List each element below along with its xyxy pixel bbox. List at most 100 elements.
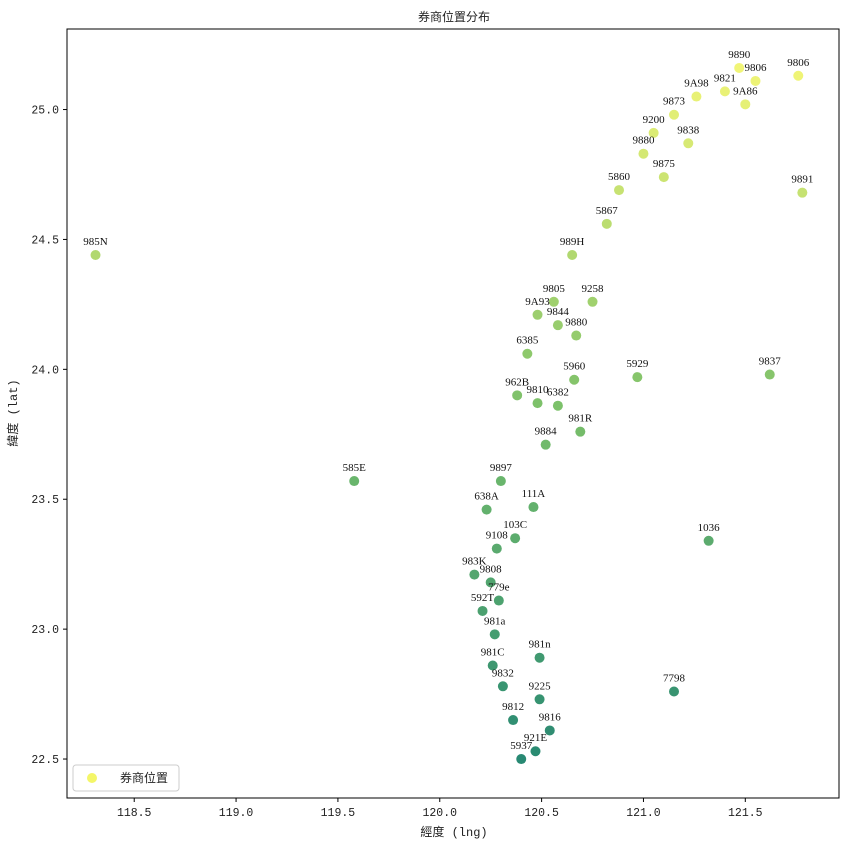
- data-point: [495, 476, 506, 487]
- point-label: 1036: [698, 522, 721, 534]
- data-point: [489, 629, 500, 640]
- data-point: [632, 372, 643, 383]
- data-point: [797, 187, 808, 198]
- point-label: 9812: [502, 701, 524, 713]
- point-label: 9837: [759, 356, 782, 368]
- point-label: 981a: [484, 615, 506, 627]
- data-point: [575, 426, 586, 437]
- data-point: [719, 86, 730, 97]
- point-label: 9A93: [525, 296, 550, 308]
- legend-label: 券商位置: [120, 770, 168, 786]
- point-label: 9897: [490, 462, 513, 474]
- x-tick-label: 121.5: [728, 807, 763, 820]
- x-tick-label: 121.0: [626, 807, 661, 820]
- point-label: 9805: [543, 283, 566, 295]
- y-tick-label: 25.0: [31, 105, 59, 118]
- point-label: 5929: [626, 358, 649, 370]
- point-label: 5960: [563, 361, 586, 373]
- point-label: 962B: [505, 376, 529, 388]
- data-point: [485, 577, 496, 588]
- y-tick-label: 22.5: [31, 754, 59, 767]
- data-point: [510, 533, 521, 544]
- data-point: [669, 686, 680, 697]
- point-label: 103C: [503, 519, 527, 531]
- point-label: 638A: [474, 491, 499, 503]
- y-axis-ticks: 22.5 23.0 23.5 24.0 24.5 25.0: [31, 105, 67, 767]
- point-label: 9821: [714, 72, 736, 84]
- point-label: 9884: [535, 426, 558, 438]
- data-point: [601, 218, 612, 229]
- point-label: 989H: [560, 236, 585, 248]
- data-point: [587, 296, 598, 307]
- data-point: [481, 504, 492, 515]
- data-point: [648, 127, 659, 138]
- data-point: [487, 660, 498, 671]
- point-label: 9810: [527, 384, 550, 396]
- data-point: [764, 369, 775, 380]
- data-point: [532, 398, 543, 409]
- point-label: 9200: [643, 114, 666, 126]
- point-label: 9844: [547, 306, 570, 318]
- point-label: 985N: [83, 236, 108, 248]
- data-point: [669, 109, 680, 120]
- data-point: [469, 569, 480, 580]
- point-label: 9816: [539, 711, 562, 723]
- y-tick-label: 24.0: [31, 364, 59, 377]
- data-point: [740, 99, 751, 110]
- legend-box: [72, 764, 180, 792]
- point-label: 9890: [728, 49, 751, 61]
- point-label: 5937: [510, 740, 533, 752]
- chart-title: 券商位置分布: [418, 9, 490, 25]
- y-tick-label: 24.5: [31, 234, 59, 247]
- data-point: [522, 348, 533, 359]
- y-tick-label: 23.0: [31, 624, 59, 637]
- data-point: [534, 694, 545, 705]
- point-label: 779e: [488, 582, 510, 594]
- data-point: [793, 70, 804, 81]
- point-label: 981R: [568, 413, 593, 425]
- point-label: 9832: [492, 667, 514, 679]
- x-tick-label: 120.5: [524, 807, 559, 820]
- data-point: [491, 543, 502, 554]
- data-point: [552, 320, 563, 331]
- data-point: [530, 746, 541, 757]
- y-axis-title: 緯度 (lat): [5, 379, 21, 446]
- point-label: 9258: [582, 283, 605, 295]
- point-label: 9880: [565, 317, 588, 329]
- data-point: [703, 535, 714, 546]
- point-label: 9891: [791, 174, 813, 186]
- point-label: 9873: [663, 96, 686, 108]
- data-point: [544, 725, 555, 736]
- data-point: [90, 250, 101, 261]
- point-label: 921E: [524, 732, 548, 744]
- point-label: 981C: [481, 647, 505, 659]
- point-label: 9838: [677, 124, 700, 136]
- x-tick-label: 118.5: [117, 807, 152, 820]
- data-point: [548, 296, 559, 307]
- data-point: [532, 309, 543, 320]
- data-point: [534, 652, 545, 663]
- point-label: 111A: [522, 488, 546, 500]
- x-axis-ticks: 118.5 119.0 119.5 120.0 120.5 121.0 121.5: [117, 798, 763, 820]
- data-point: [528, 502, 539, 513]
- point-label: 6385: [516, 335, 539, 347]
- data-point: [571, 330, 582, 341]
- data-point: [658, 172, 669, 183]
- data-point: [569, 374, 580, 385]
- legend: 券商位置: [72, 764, 180, 792]
- y-tick-label: 23.5: [31, 494, 59, 507]
- point-label: 9875: [653, 158, 676, 170]
- data-point: [497, 681, 508, 692]
- data-point: [638, 148, 649, 159]
- point-label: 585E: [343, 462, 367, 474]
- point-label: 981n: [529, 639, 552, 651]
- x-tick-label: 120.0: [423, 807, 458, 820]
- plot-area: [66, 28, 840, 799]
- point-label: 592T: [471, 592, 495, 604]
- data-point: [734, 62, 745, 73]
- point-label: 9806: [744, 62, 767, 74]
- point-label: 9808: [480, 563, 503, 575]
- point-label: 983K: [462, 556, 487, 568]
- point-label: 9225: [529, 680, 552, 692]
